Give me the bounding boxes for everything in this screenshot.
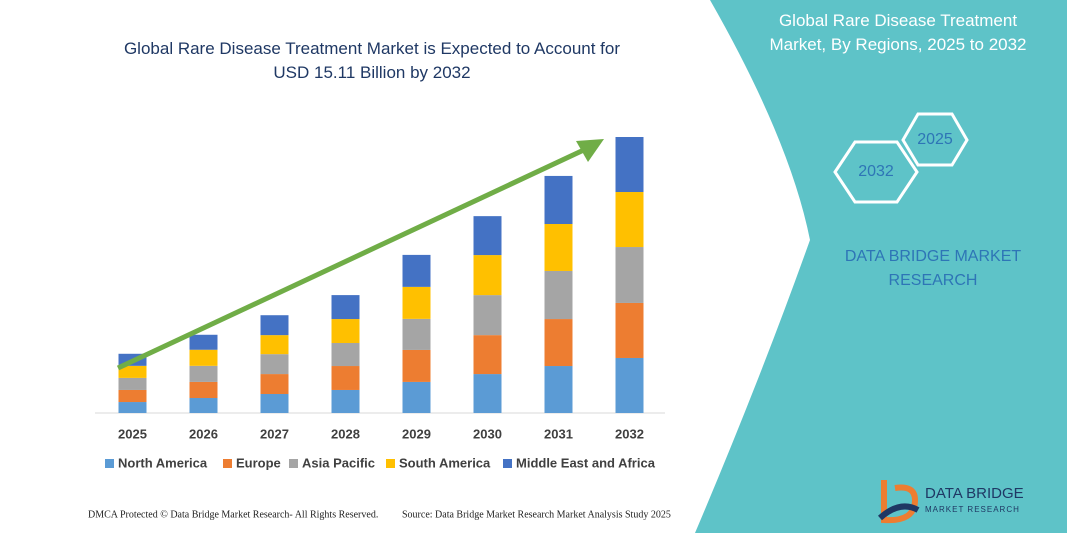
legend-swatch (386, 459, 395, 468)
bar-segment (118, 365, 147, 378)
x-tick-label: 2032 (615, 426, 644, 441)
x-tick-label: 2029 (402, 426, 431, 441)
legend-label: South America (399, 455, 491, 470)
bar-segment (544, 175, 573, 225)
legend-label: Middle East and Africa (516, 455, 656, 470)
bar-segment (544, 270, 573, 320)
title-line: Global Rare Disease Treatment Market is … (124, 39, 620, 58)
legend-swatch (223, 459, 232, 468)
logo-mark (877, 503, 920, 521)
bar-segment (473, 216, 502, 256)
bar-segment (189, 381, 218, 399)
bar-segment (331, 319, 360, 343)
bar-segment (331, 366, 360, 390)
bar-segment (331, 389, 360, 413)
legend-label: Europe (236, 455, 281, 470)
bar-segment (615, 247, 644, 303)
bar-segment (118, 389, 147, 403)
bar-segment (189, 365, 218, 382)
bar-segment (473, 295, 502, 336)
legend-label: North America (118, 455, 208, 470)
footer-right: Source: Data Bridge Market Research Mark… (402, 509, 671, 520)
x-tick-label: 2026 (189, 426, 218, 441)
bar-segment (615, 137, 644, 193)
bars (118, 137, 644, 413)
arrow-head (576, 139, 604, 162)
bar-segment (544, 224, 573, 271)
bar-segment (544, 319, 573, 367)
bar-segment (402, 286, 431, 319)
text-line: Global Rare Disease Treatment (779, 11, 1017, 30)
x-tick-label: 2028 (331, 426, 360, 441)
bar-segment (260, 354, 289, 375)
trend-arrow (116, 145, 590, 371)
hex-label: 2032 (858, 163, 894, 180)
bar-segment (118, 402, 147, 413)
text-line: Market, By Regions, 2025 to 2032 (769, 35, 1026, 54)
text-line: DATA BRIDGE MARKET (845, 248, 1022, 265)
bar-segment (260, 315, 289, 336)
text-line: RESEARCH (889, 272, 978, 289)
brand-text: DATA BRIDGE MARKET RESEARCH (845, 248, 1022, 289)
bar-segment (615, 357, 644, 413)
bar-segment (473, 335, 502, 375)
hex-label: 2025 (917, 131, 953, 148)
bar-segment (189, 349, 218, 366)
footer-left: DMCA Protected © Data Bridge Market Rese… (88, 509, 378, 520)
bar-segment (260, 393, 289, 413)
chart-title: Global Rare Disease Treatment Market is … (124, 39, 620, 82)
bar-segment (615, 302, 644, 358)
hexagon (901, 112, 969, 167)
bar-segment (260, 374, 289, 394)
legend-label: Asia Pacific (302, 455, 375, 470)
bar-segment (402, 381, 431, 413)
title-line: USD 15.11 Billion by 2032 (273, 63, 470, 82)
x-tick-label: 2030 (473, 426, 502, 441)
hexagon (833, 140, 919, 204)
x-tick-label: 2025 (118, 426, 147, 441)
bar-segment (402, 349, 431, 382)
bar-segment (118, 377, 147, 390)
bar-segment (402, 254, 431, 287)
bar-segment (615, 192, 644, 248)
x-tick-label: 2031 (544, 426, 573, 441)
logo-tagline: MARKET RESEARCH (925, 505, 1020, 514)
legend-swatch (289, 459, 298, 468)
logo-name: DATA BRIDGE (925, 485, 1024, 502)
x-tick-label: 2027 (260, 426, 289, 441)
bar-segment (189, 398, 218, 413)
bar-segment (331, 295, 360, 320)
bar-segment (331, 342, 360, 367)
bar-segment (473, 255, 502, 296)
legend-swatch (503, 459, 512, 468)
bar-segment (544, 366, 573, 413)
legend-swatch (105, 459, 114, 468)
logo-mark (881, 480, 919, 524)
bar-segment (189, 334, 218, 350)
panel-title: Global Rare Disease Treatment Market, By … (769, 11, 1026, 54)
bar-segment (402, 318, 431, 350)
bar-segment (260, 335, 289, 355)
side-panel (695, 0, 1067, 533)
bar-segment (473, 374, 502, 413)
